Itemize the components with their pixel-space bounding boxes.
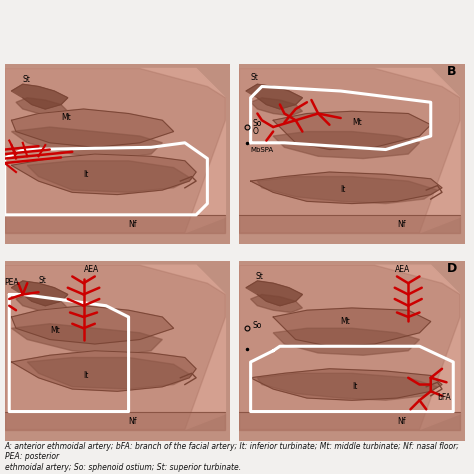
Text: Nf: Nf [128, 220, 137, 229]
Text: It: It [83, 170, 89, 179]
Polygon shape [239, 265, 460, 429]
Polygon shape [239, 411, 460, 429]
Polygon shape [5, 64, 230, 244]
Text: Nf: Nf [397, 417, 405, 426]
Text: St: St [255, 272, 263, 281]
Text: It: It [341, 185, 346, 194]
Polygon shape [11, 324, 162, 356]
Text: Mt: Mt [61, 113, 71, 122]
Text: MbSPA: MbSPA [251, 147, 274, 153]
Polygon shape [239, 69, 460, 233]
Polygon shape [239, 265, 460, 429]
Polygon shape [239, 64, 465, 244]
Polygon shape [251, 294, 302, 312]
Polygon shape [11, 127, 162, 158]
Polygon shape [257, 177, 438, 204]
Polygon shape [5, 69, 226, 233]
Text: Mt: Mt [50, 326, 60, 335]
Text: St: St [251, 73, 258, 82]
Polygon shape [239, 69, 460, 233]
Polygon shape [16, 294, 68, 312]
Text: Mt: Mt [341, 317, 350, 326]
Text: Mt: Mt [352, 118, 362, 127]
Text: AEA: AEA [83, 265, 99, 274]
Polygon shape [27, 357, 191, 389]
Polygon shape [251, 172, 442, 204]
Text: It: It [352, 382, 357, 391]
Polygon shape [239, 261, 465, 441]
Polygon shape [273, 308, 431, 346]
Polygon shape [246, 84, 302, 109]
Text: B: B [447, 65, 456, 78]
Text: St: St [23, 75, 31, 84]
Text: PEA: PEA [5, 278, 19, 287]
Text: bFA: bFA [438, 393, 451, 402]
Text: D: D [447, 262, 457, 275]
Polygon shape [5, 265, 226, 429]
Text: O: O [253, 127, 259, 136]
Polygon shape [273, 132, 419, 158]
Polygon shape [5, 265, 226, 429]
Polygon shape [11, 351, 196, 392]
Polygon shape [257, 374, 438, 400]
Polygon shape [239, 215, 460, 233]
Text: So: So [253, 321, 262, 330]
Polygon shape [11, 281, 68, 306]
Polygon shape [16, 98, 68, 116]
Polygon shape [251, 98, 302, 116]
Polygon shape [273, 111, 431, 150]
Polygon shape [5, 69, 226, 233]
Text: Nf: Nf [397, 220, 405, 229]
Polygon shape [11, 154, 196, 195]
Text: It: It [83, 371, 89, 380]
Polygon shape [11, 306, 173, 344]
Polygon shape [27, 161, 191, 192]
Polygon shape [5, 261, 230, 441]
Polygon shape [5, 215, 226, 233]
Polygon shape [11, 109, 173, 147]
Polygon shape [11, 84, 68, 109]
Polygon shape [246, 281, 302, 306]
Text: So: So [253, 119, 262, 128]
Text: AEA: AEA [395, 265, 410, 274]
Text: St: St [38, 276, 46, 285]
Text: A: anterior ethmoidal artery; bFA: branch of the facial artery; It: inferior tur: A: anterior ethmoidal artery; bFA: branc… [5, 442, 460, 472]
Polygon shape [5, 411, 226, 429]
Text: Nf: Nf [128, 417, 137, 426]
Polygon shape [251, 369, 442, 400]
Polygon shape [273, 328, 419, 356]
